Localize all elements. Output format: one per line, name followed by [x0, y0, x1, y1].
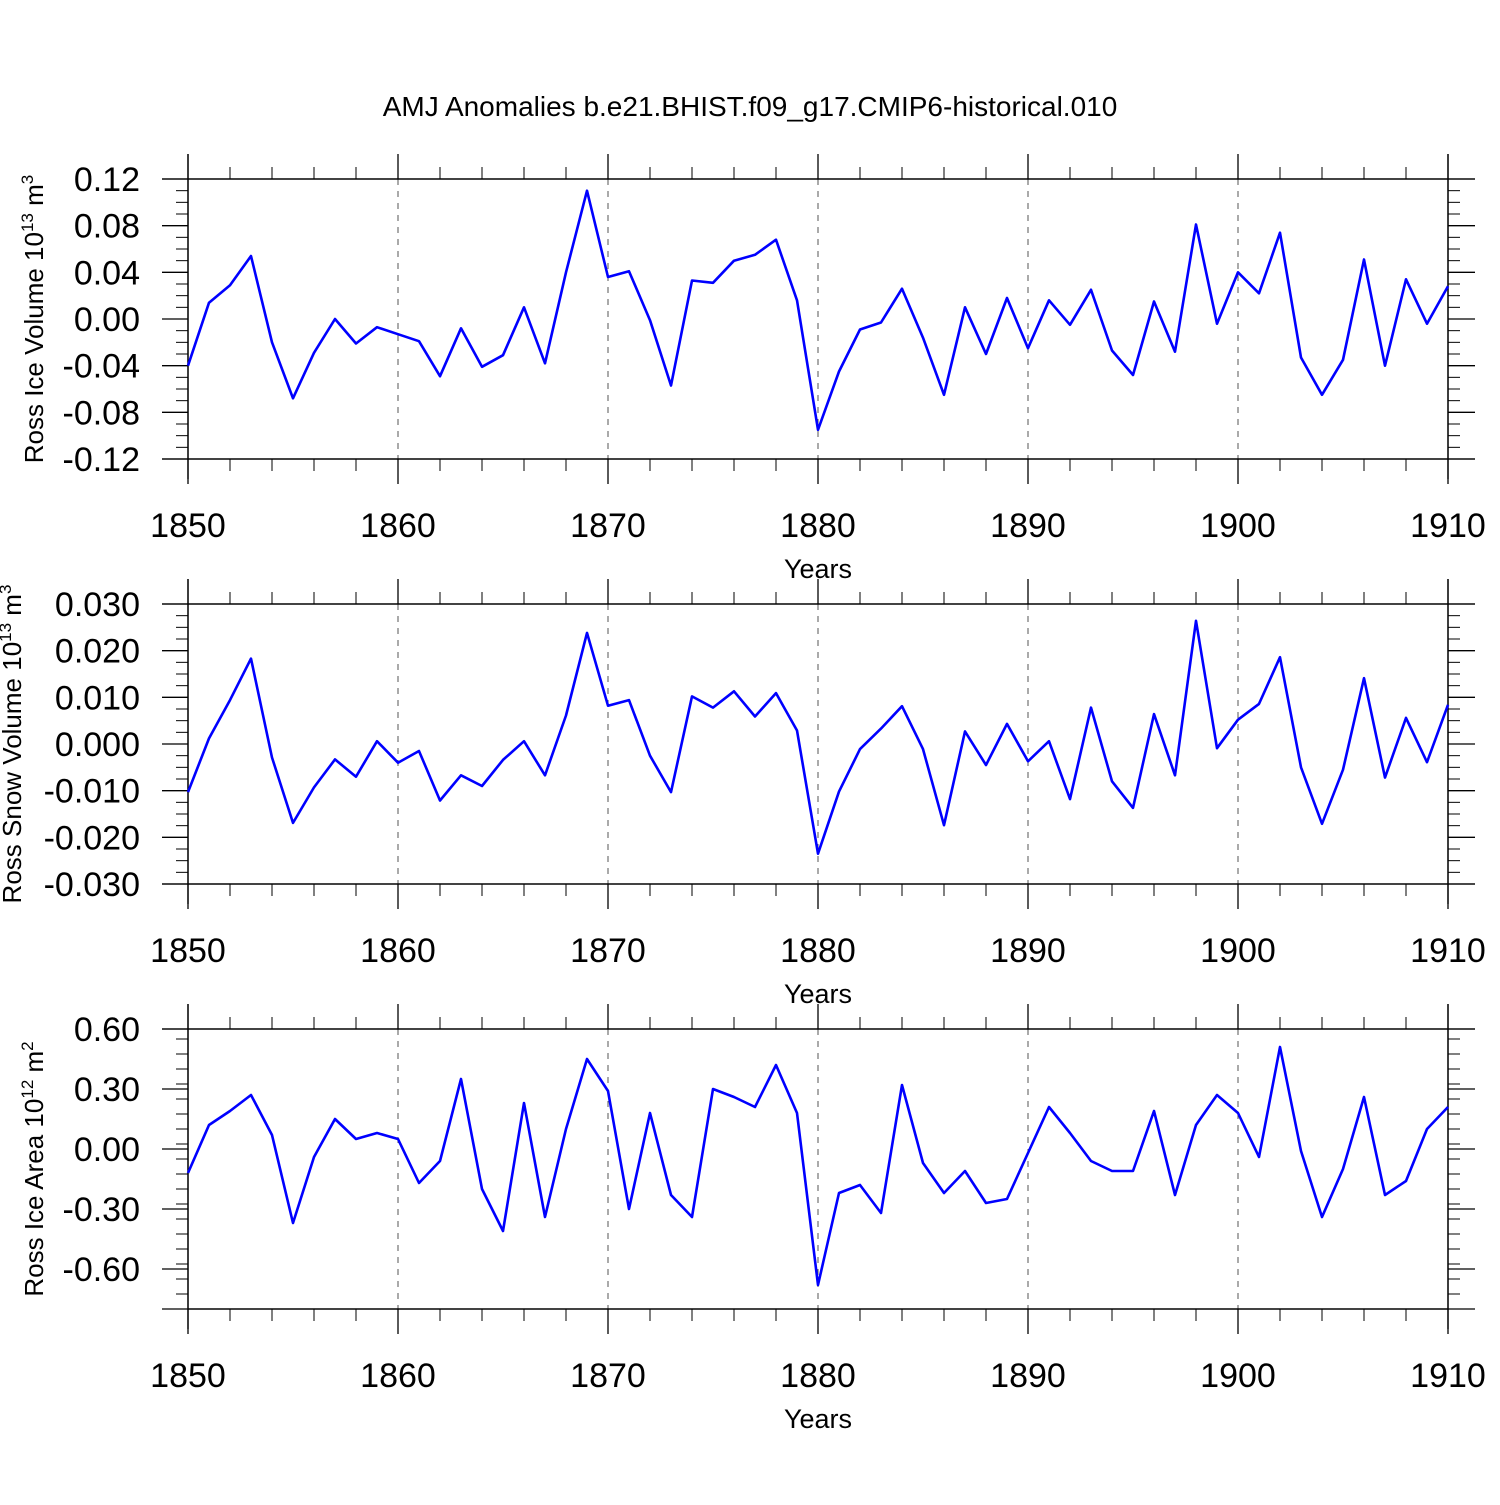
y-tick-label: 0.030	[55, 586, 140, 624]
x-tick-label: 1870	[570, 1357, 646, 1395]
y-axis-label-exponent: 13	[0, 623, 15, 642]
y-axis-label: Ross Ice Area 1012 m2	[18, 1041, 49, 1296]
y-tick-label: -0.04	[63, 348, 141, 386]
x-tick-labels: 1850 1860 1870 1880 1890 1900 1910	[150, 932, 1486, 970]
snow-volume-series-line	[186, 619, 1450, 856]
y-tick-labels: 0.60 0.30 0.00 -0.30 -0.60	[63, 1011, 141, 1289]
y-tick-label: 0.04	[74, 254, 140, 292]
y-tick-label: -0.020	[44, 819, 140, 857]
y-tick-label: 0.60	[74, 1011, 140, 1049]
x-tick-label: 1860	[360, 1357, 436, 1395]
x-tick-label: 1910	[1410, 1357, 1486, 1395]
x-tick-label: 1900	[1200, 932, 1276, 970]
y-axis-label-unit-exponent: 2	[18, 1041, 37, 1050]
y-axis-label-unit: m	[19, 184, 49, 213]
y-tick-label: 0.30	[74, 1071, 140, 1109]
y-tick-label: -0.030	[44, 866, 140, 904]
x-tick-label: 1890	[990, 1357, 1066, 1395]
x-tick-label: 1900	[1200, 507, 1276, 545]
figure-title: AMJ Anomalies b.e21.BHIST.f09_g17.CMIP6-…	[383, 91, 1118, 122]
vertical-gridlines	[397, 1029, 1239, 1309]
y-tick-label: 0.010	[55, 679, 140, 717]
x-tick-labels: 1850 1860 1870 1880 1890 1900 1910	[150, 507, 1486, 545]
x-tick-label: 1850	[150, 1357, 226, 1395]
x-tick-label: 1910	[1410, 932, 1486, 970]
x-tick-label: 1880	[780, 507, 856, 545]
y-axis-label: Ross Snow Volume 1013 m3	[0, 585, 27, 904]
y-axis-label-exponent: 13	[18, 213, 37, 232]
y-tick-labels: 0.030 0.020 0.010 0.000 -0.010 -0.020 -0.030	[44, 586, 140, 904]
y-axis-label-main: Ross Ice Volume 10	[19, 232, 49, 463]
y-axis-label-main: Ross Snow Volume 10	[0, 642, 27, 904]
axis-ticks	[162, 579, 1475, 909]
panel-ice-area: 0.600.300.00-0.30-0.60 1850 1860 1870 1880 1…	[18, 1004, 1486, 1434]
y-tick-label: -0.08	[63, 394, 141, 432]
axis-ticks	[162, 154, 1475, 484]
x-axis-label: Years	[784, 1404, 852, 1434]
x-tick-label: 1910	[1410, 507, 1486, 545]
y-tick-label: -0.010	[44, 773, 140, 811]
x-tick-label: 1860	[360, 507, 436, 545]
y-tick-label: -0.60	[63, 1251, 141, 1289]
y-tick-label: 0.00	[74, 301, 140, 339]
y-tick-label: 0.00	[74, 1131, 140, 1169]
axis-ticks	[162, 1004, 1475, 1334]
y-axis-label-unit: m	[0, 594, 27, 623]
y-axis-label-unit-exponent: 3	[0, 585, 15, 594]
x-tick-label: 1850	[150, 507, 226, 545]
vertical-gridlines	[397, 604, 1239, 884]
x-tick-label: 1890	[990, 932, 1066, 970]
y-tick-label: -0.12	[63, 441, 141, 479]
x-tick-label: 1890	[990, 507, 1066, 545]
x-tick-labels: 1850 1860 1870 1880 1890 1900 1910	[150, 1357, 1486, 1395]
y-tick-label: 0.12	[74, 161, 140, 199]
y-tick-labels: 0.12 0.08 0.04 0.00 -0.04 -0.08 -0.12	[63, 161, 141, 479]
ice-volume-series-line	[186, 189, 1450, 432]
x-tick-label: 1850	[150, 932, 226, 970]
y-tick-label: 0.000	[55, 726, 140, 764]
y-axis-label-main: Ross Ice Area 10	[19, 1099, 49, 1297]
x-tick-label: 1860	[360, 932, 436, 970]
y-axis-label-exponent: 12	[18, 1080, 37, 1099]
y-axis-label: Ross Ice Volume 1013 m3	[18, 175, 49, 464]
x-tick-label: 1870	[570, 507, 646, 545]
ice-area-series-line	[186, 1045, 1449, 1287]
y-tick-label: 0.020	[55, 633, 140, 671]
x-tick-label: 1870	[570, 932, 646, 970]
panel-snow-volume: 0.030 0.020 0.010 0.000 -0.010 -0.020 -0.030 1…	[0, 579, 1486, 1009]
x-tick-label: 1880	[780, 1357, 856, 1395]
x-tick-label: 1880	[780, 932, 856, 970]
y-tick-label: -0.30	[63, 1191, 141, 1229]
vertical-gridlines	[397, 179, 1239, 459]
x-tick-label: 1900	[1200, 1357, 1276, 1395]
y-tick-label: 0.08	[74, 208, 140, 246]
panel-ice-volume: 0.12 0.08 0.04 0.00 -0.04 -0.08 -0.12 1850 1860…	[18, 154, 1486, 584]
y-axis-label-unit: m	[19, 1051, 49, 1080]
y-axis-label-unit-exponent: 3	[18, 175, 37, 184]
